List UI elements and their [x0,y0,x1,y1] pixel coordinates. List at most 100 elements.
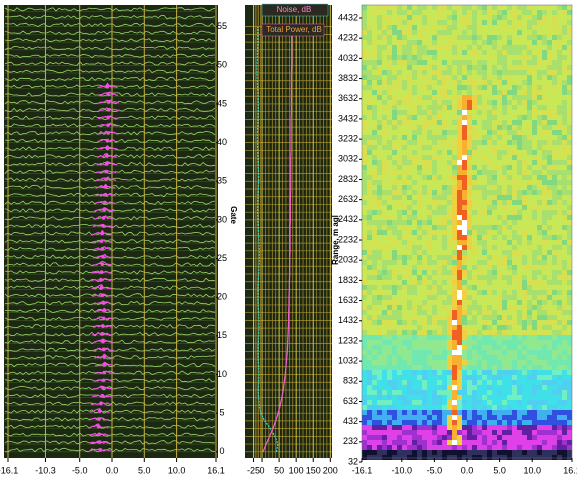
cell [407,135,412,140]
cell [442,285,447,290]
cell [377,215,382,220]
cell [437,435,442,440]
cell [477,15,482,20]
cell [522,60,527,65]
cell [512,210,517,215]
cell [372,75,377,80]
cell [547,10,552,15]
cell [517,325,522,330]
cell [402,270,407,275]
cell [432,170,437,175]
cell [522,300,527,305]
y-tick-label: 4432 [338,12,358,22]
cell [377,105,382,110]
cell [517,255,522,260]
cell [367,20,372,25]
cell [532,395,537,400]
cell [557,360,562,365]
cell [482,200,487,205]
cell [382,80,387,85]
cell [382,360,387,365]
cell [452,395,457,400]
cell [542,40,547,45]
cell [452,10,457,15]
cell [567,320,572,325]
cell [512,165,517,170]
cell [432,125,437,130]
cell [367,285,372,290]
cell [432,415,437,420]
cell [537,385,542,390]
cell [557,155,562,160]
cell [562,175,567,180]
cell [487,350,492,355]
cell [562,340,567,345]
cell [452,110,457,115]
cell [542,90,547,95]
spectrum-trace [4,138,216,144]
cell [477,100,482,105]
cell [382,165,387,170]
cell [502,130,507,135]
cell [427,85,432,90]
cell [527,25,532,30]
cell [522,180,527,185]
cell [377,205,382,210]
cell [487,155,492,160]
cell [492,85,497,90]
cell [427,445,432,450]
cell [412,325,417,330]
cell [557,450,562,455]
cell [397,145,402,150]
cell [407,310,412,315]
cell [437,360,442,365]
cell [377,210,382,215]
cell [372,135,377,140]
cell [432,315,437,320]
cell [392,35,397,40]
cell [387,375,392,380]
cell [522,285,527,290]
cell [557,330,562,335]
cell [547,190,552,195]
cell [442,250,447,255]
cell [447,15,452,20]
peak-marker [101,254,105,259]
cell [557,380,562,385]
cell [507,180,512,185]
cell [412,245,417,250]
cell [427,355,432,360]
cell [512,130,517,135]
cell [427,420,432,425]
cell [477,25,482,30]
cell [422,135,427,140]
cell [382,205,387,210]
cell [512,185,517,190]
cell [492,450,497,455]
cell [482,180,487,185]
cell [532,350,537,355]
cell [387,290,392,295]
cell [497,290,502,295]
cell [532,425,537,430]
cell [542,330,547,335]
cell [567,5,572,10]
cell [567,250,572,255]
cell [372,225,377,230]
cell [442,450,447,455]
cell [372,260,377,265]
cell [522,225,527,230]
cell [482,285,487,290]
cell [397,315,402,320]
cell [502,240,507,245]
cell [417,215,422,220]
cell [367,175,372,180]
peak-marker [101,216,106,220]
cell [512,125,517,130]
cell [467,450,472,455]
cell [372,90,377,95]
cell [457,315,462,320]
peak-marker [101,378,106,383]
cell [377,335,382,340]
cell [512,410,517,415]
